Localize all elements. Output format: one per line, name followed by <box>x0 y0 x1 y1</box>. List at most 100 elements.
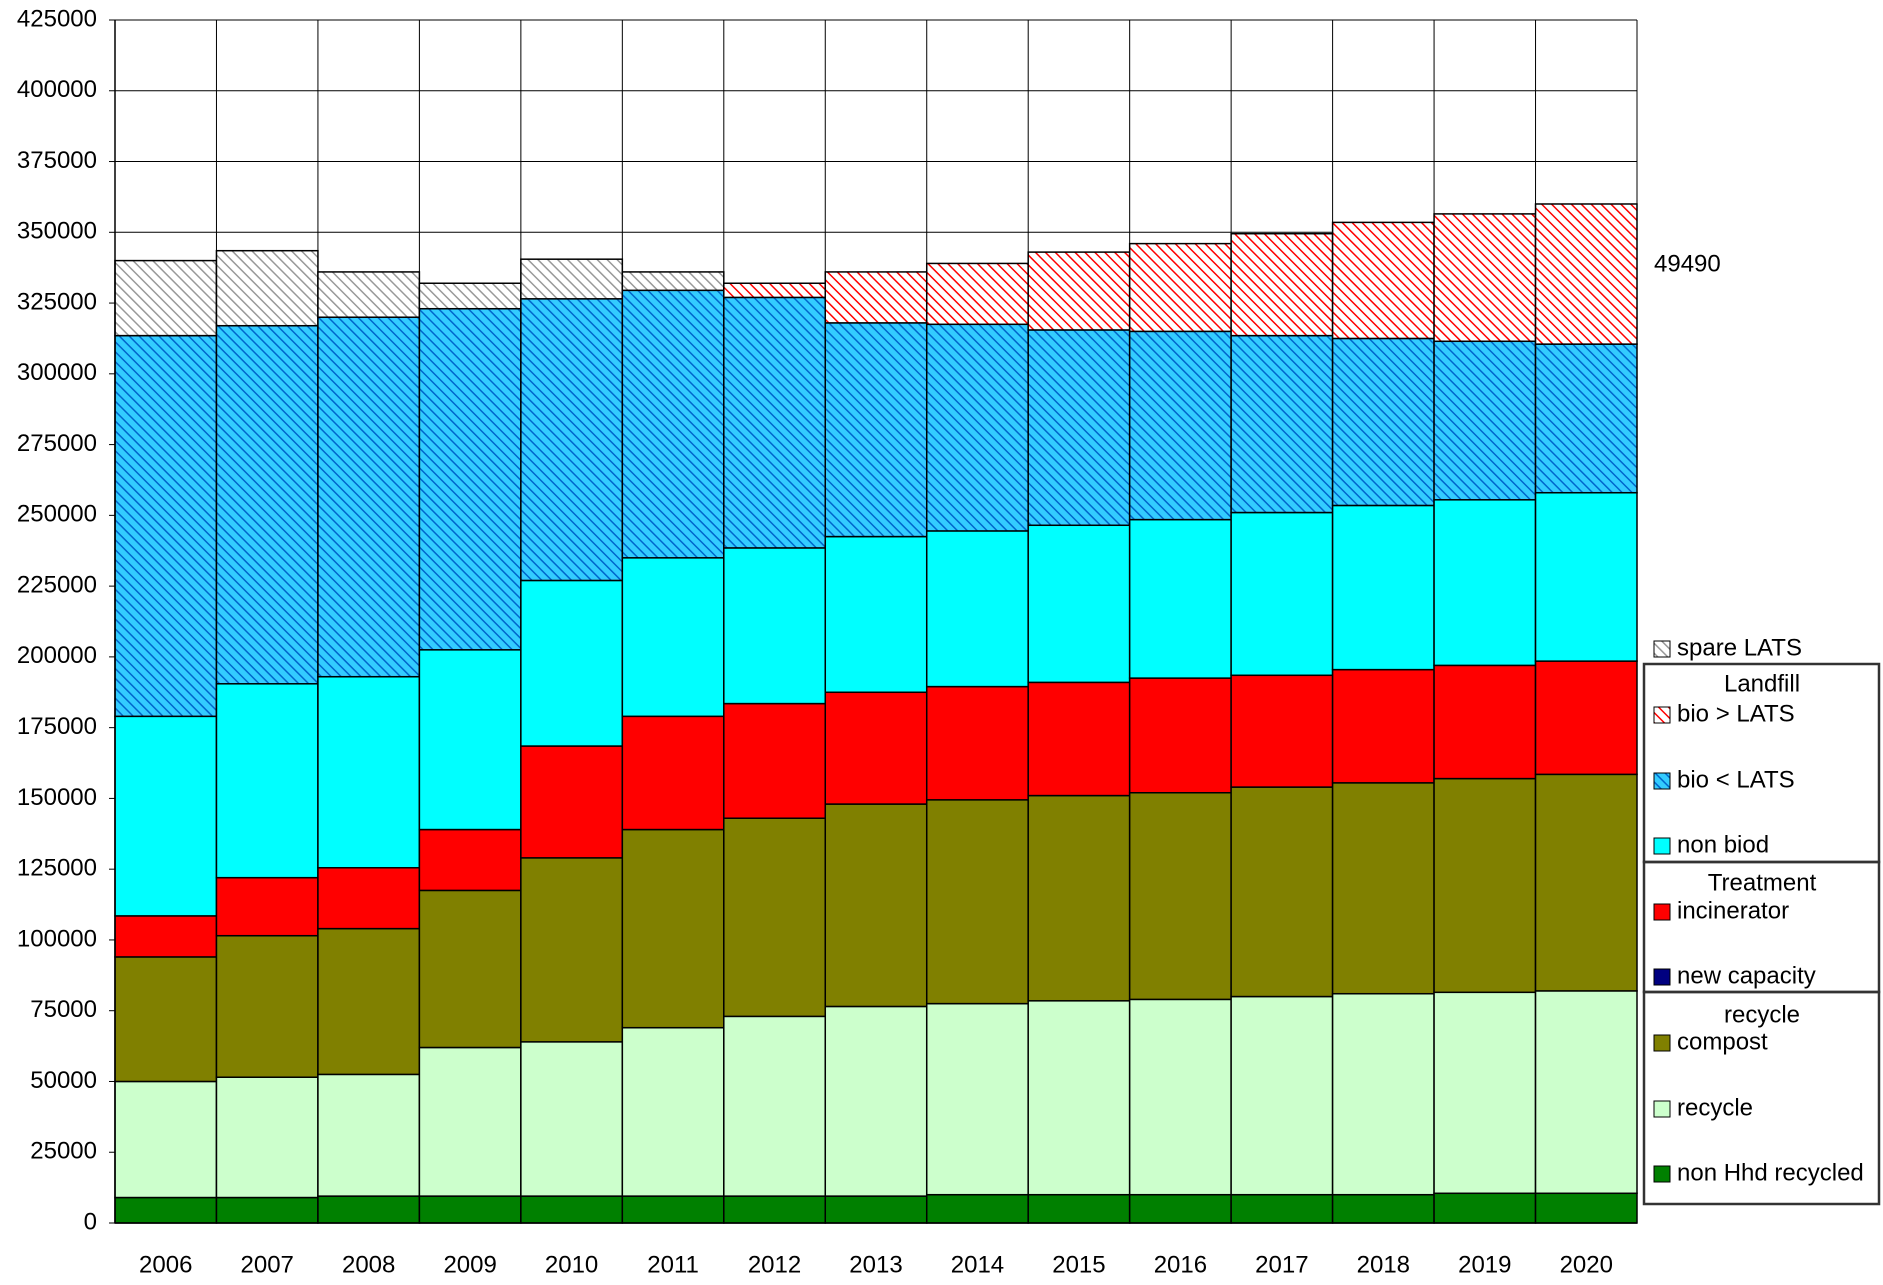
bar-segment <box>317 927 421 1076</box>
bar-segment <box>215 876 319 937</box>
bar-segment <box>1128 792 1232 1001</box>
bar-segment <box>215 249 319 327</box>
bar-segment <box>114 1080 218 1199</box>
bar-segment <box>1230 995 1334 1196</box>
bar-segment <box>1534 773 1638 992</box>
bar-segment <box>520 579 624 747</box>
bar-segment <box>1433 777 1537 994</box>
bar-segment <box>1128 242 1232 333</box>
bar-segment <box>1230 511 1334 677</box>
bar-segment <box>824 271 928 324</box>
bar-segment <box>1433 213 1537 343</box>
bar-segment <box>418 282 522 310</box>
bar-segment <box>723 296 827 549</box>
x-tick-label: 2013 <box>849 1251 902 1278</box>
bar-segment <box>1230 674 1334 788</box>
x-tick-label: 2020 <box>1560 1251 1613 1278</box>
bar-segment <box>1433 499 1537 667</box>
bar-segment <box>1433 340 1537 501</box>
bar-segment <box>621 1026 725 1197</box>
legend-label: non biod <box>1677 831 1769 858</box>
bar-segment <box>1534 660 1638 776</box>
bar-segment <box>317 1073 421 1197</box>
y-tick-label: 375000 <box>17 147 97 174</box>
bar-segment <box>1230 232 1334 337</box>
bar-segment <box>621 271 725 292</box>
bar-segment <box>1128 330 1232 521</box>
bar-segment <box>317 1195 421 1224</box>
bar-segment <box>824 1005 928 1197</box>
bar-segment <box>723 702 827 819</box>
y-tick-label: 425000 <box>17 5 97 32</box>
legend-swatch <box>1653 837 1671 855</box>
legend-swatch <box>1653 1165 1671 1183</box>
legend-label: non Hhd recycled <box>1677 1159 1864 1186</box>
bar-segment <box>520 298 624 582</box>
legend-label: bio > LATS <box>1677 700 1795 727</box>
bar-segment <box>1027 681 1131 797</box>
x-tick-label: 2006 <box>139 1251 192 1278</box>
bar-segment <box>317 867 421 930</box>
legend-swatch <box>1653 772 1671 790</box>
y-tick-label: 275000 <box>17 430 97 457</box>
bar-segment <box>1027 329 1131 527</box>
bar-segment <box>1331 504 1435 671</box>
bar-segment <box>723 1015 827 1197</box>
bar-segment <box>114 956 218 1083</box>
y-tick-label: 150000 <box>17 784 97 811</box>
bar-segment <box>1027 794 1131 1002</box>
bar-segment <box>317 316 421 678</box>
bar-segment <box>1534 990 1638 1195</box>
bar-segment <box>1230 786 1334 998</box>
bar-segment <box>925 1002 1029 1196</box>
bar-segment <box>621 715 725 831</box>
legend-group-box <box>1642 990 1881 1206</box>
x-tick-label: 2015 <box>1052 1251 1105 1278</box>
bar-segment <box>1534 491 1638 662</box>
bar-segment <box>1331 221 1435 340</box>
y-tick-label: 225000 <box>17 571 97 598</box>
bar-segment <box>1128 1193 1232 1224</box>
bar-segment <box>1331 1193 1435 1224</box>
bar-segment <box>824 1195 928 1224</box>
legend-label: incinerator <box>1677 897 1789 924</box>
bar-segment <box>1230 334 1334 514</box>
y-tick-label: 400000 <box>17 76 97 103</box>
legend-label: spare LATS <box>1677 634 1802 661</box>
bar-segment <box>1433 991 1537 1195</box>
legend-swatch <box>1653 1034 1671 1052</box>
x-tick-label: 2012 <box>748 1251 801 1278</box>
bar-segment <box>1027 1193 1131 1224</box>
bar-segment <box>1433 664 1537 780</box>
bar-segment <box>1027 251 1131 331</box>
bar-segment <box>925 685 1029 801</box>
bar-segment <box>925 262 1029 326</box>
x-tick-label: 2011 <box>647 1251 699 1278</box>
legend-label: new capacity <box>1677 962 1816 989</box>
bar-segment <box>418 828 522 892</box>
bar-segment <box>1331 668 1435 784</box>
bar-segment <box>1331 337 1435 507</box>
bar-segment <box>723 282 827 299</box>
bar-segment <box>1128 518 1232 679</box>
legend-swatch <box>1653 706 1671 724</box>
y-tick-label: 325000 <box>17 288 97 315</box>
bar-segment <box>1128 998 1232 1196</box>
legend-swatch <box>1653 903 1671 921</box>
bar-segment <box>621 828 725 1029</box>
bar-segment <box>317 271 421 318</box>
legend-swatch <box>1653 968 1671 986</box>
bar-segment <box>824 691 928 805</box>
bar-segment <box>824 535 928 694</box>
bar-segment <box>1331 782 1435 995</box>
bar-segment <box>925 1193 1029 1224</box>
x-tick-label: 2009 <box>443 1251 496 1278</box>
x-tick-label: 2019 <box>1458 1251 1511 1278</box>
bar-segment <box>621 289 725 559</box>
bar-segment <box>1534 203 1638 345</box>
legend-swatch <box>1653 1100 1671 1118</box>
legend-group-title: Landfill <box>1724 670 1800 697</box>
x-tick-label: 2014 <box>951 1251 1004 1278</box>
y-tick-label: 100000 <box>17 925 97 952</box>
